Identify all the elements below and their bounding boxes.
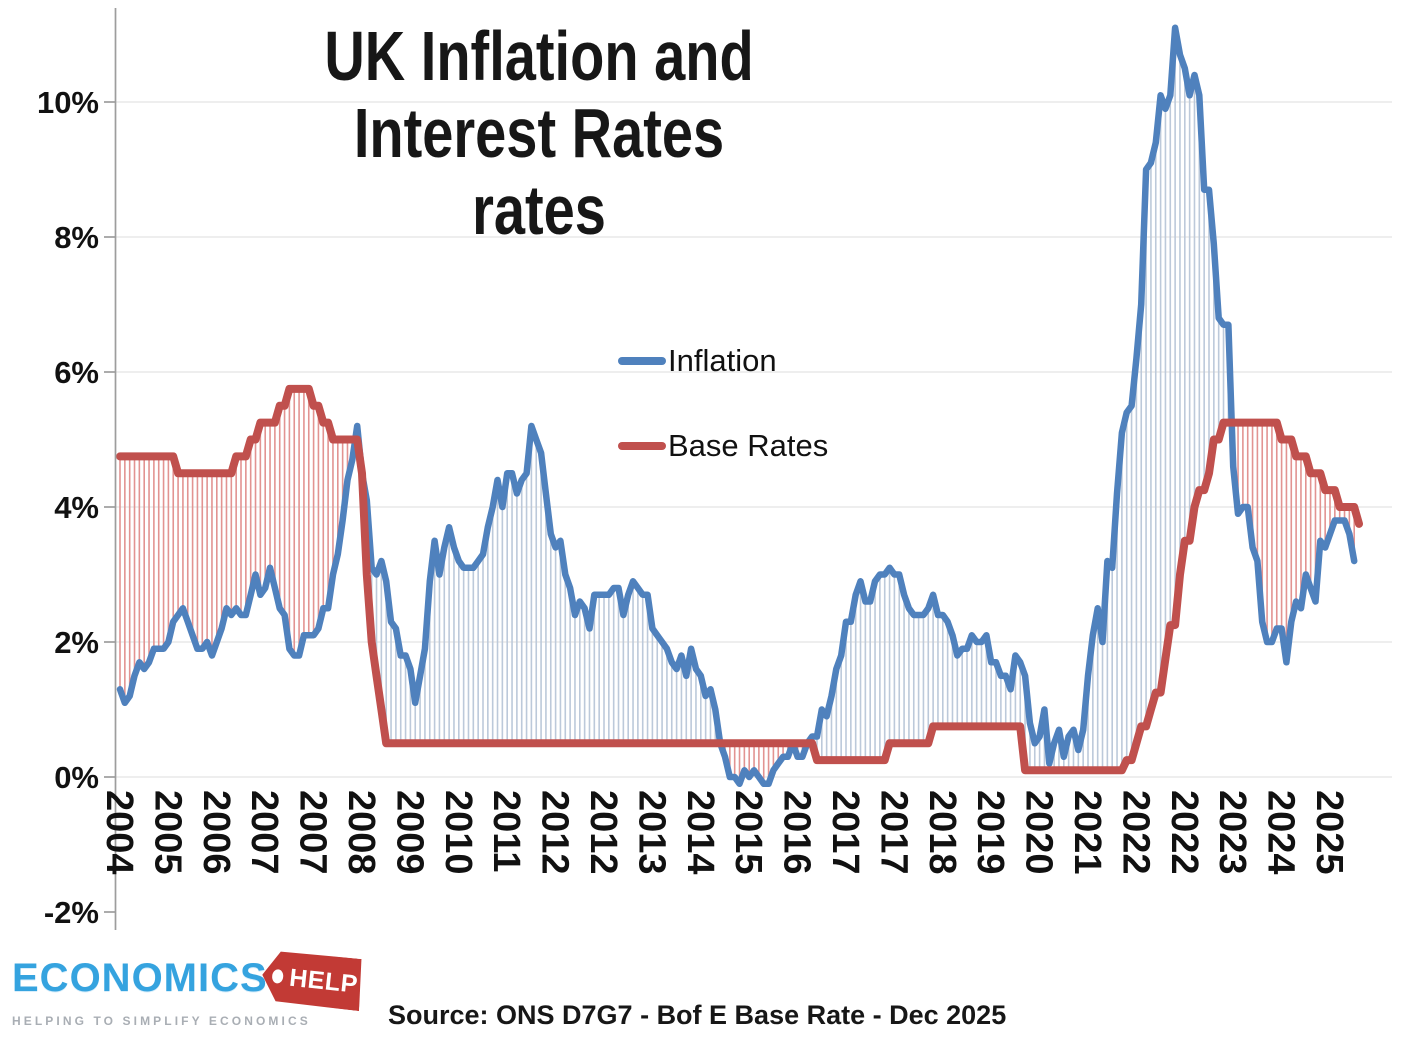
x-axis-label: 2011 bbox=[485, 790, 527, 872]
legend-item-base-rates: Base Rates bbox=[618, 428, 829, 463]
x-axis-label: 2010 bbox=[437, 790, 479, 875]
legend-item-inflation: Inflation bbox=[618, 343, 828, 378]
base-rates-line-swatch-icon bbox=[618, 442, 666, 450]
x-axis-label: 2014 bbox=[679, 790, 721, 875]
chart-title: UK Inflation and Interest Rates rates bbox=[299, 18, 779, 249]
logo-tagline: HELPING TO SIMPLIFY ECONOMICS bbox=[12, 1014, 311, 1028]
logo-help-tag: HELP bbox=[260, 949, 365, 1011]
x-axis-label: 2019 bbox=[969, 790, 1011, 875]
x-axis-label: 2012 bbox=[534, 790, 576, 875]
x-axis-label: 2015 bbox=[727, 790, 769, 875]
x-axis-label: 2018 bbox=[921, 790, 963, 875]
source-note: Source: ONS D7G7 - Bof E Base Rate - Dec… bbox=[388, 1000, 1007, 1030]
chart-title-line2: Interest Rates rates bbox=[353, 94, 725, 249]
x-axis-label: 2004 bbox=[98, 790, 140, 875]
x-axis-label: 2005 bbox=[146, 790, 188, 875]
x-axis-label: 2006 bbox=[195, 790, 237, 875]
x-axis-label: 2009 bbox=[388, 790, 430, 875]
inflation-line-swatch-icon bbox=[618, 357, 666, 365]
x-axis-label: 2007 bbox=[292, 790, 334, 875]
economicshelp-logo: ECONOMICS HELP HELPING TO SIMPLIFY ECONO… bbox=[12, 956, 412, 1028]
x-axis-label: 2022 bbox=[1114, 790, 1156, 875]
y-axis-label: 10% bbox=[37, 85, 99, 120]
legend: Inflation Base Rates bbox=[618, 343, 829, 514]
x-axis-label: 2023 bbox=[1211, 790, 1253, 875]
x-axis-label: 2022 bbox=[1163, 790, 1205, 875]
legend-label-base-rates: Base Rates bbox=[668, 428, 829, 463]
inflation-line bbox=[116, 24, 1358, 788]
logo-tag-dot-icon bbox=[271, 969, 284, 984]
legend-label-inflation: Inflation bbox=[668, 343, 777, 378]
x-axis-label: 2012 bbox=[582, 790, 624, 875]
x-axis-label: 2013 bbox=[630, 790, 672, 875]
x-axis-label: 2020 bbox=[1018, 790, 1060, 875]
x-axis-label: 2021 bbox=[1066, 790, 1108, 875]
y-axis-label: 8% bbox=[54, 220, 99, 255]
x-axis-label: 2017 bbox=[872, 790, 914, 875]
logo-tag-text: HELP bbox=[288, 963, 360, 999]
x-axis-label: 2025 bbox=[1308, 790, 1350, 875]
chart-title-line1: UK Inflation and bbox=[324, 17, 754, 95]
y-axis-label: 4% bbox=[54, 490, 99, 525]
y-axis-label: 6% bbox=[54, 355, 99, 390]
y-axis-label: 2% bbox=[54, 625, 99, 660]
y-axis-label: 0% bbox=[54, 760, 99, 795]
y-axis-label: -2% bbox=[44, 895, 99, 930]
x-axis-label: 2017 bbox=[824, 790, 866, 875]
x-axis-label: 2016 bbox=[776, 790, 818, 875]
x-axis-label: 2007 bbox=[243, 790, 285, 875]
x-axis-label: 2008 bbox=[340, 790, 382, 875]
logo-brand-text: ECONOMICS bbox=[12, 956, 268, 1000]
x-axis-label: 2024 bbox=[1260, 790, 1302, 875]
base-rates-line bbox=[116, 384, 1363, 775]
logo-row: ECONOMICS HELP bbox=[12, 956, 412, 1010]
